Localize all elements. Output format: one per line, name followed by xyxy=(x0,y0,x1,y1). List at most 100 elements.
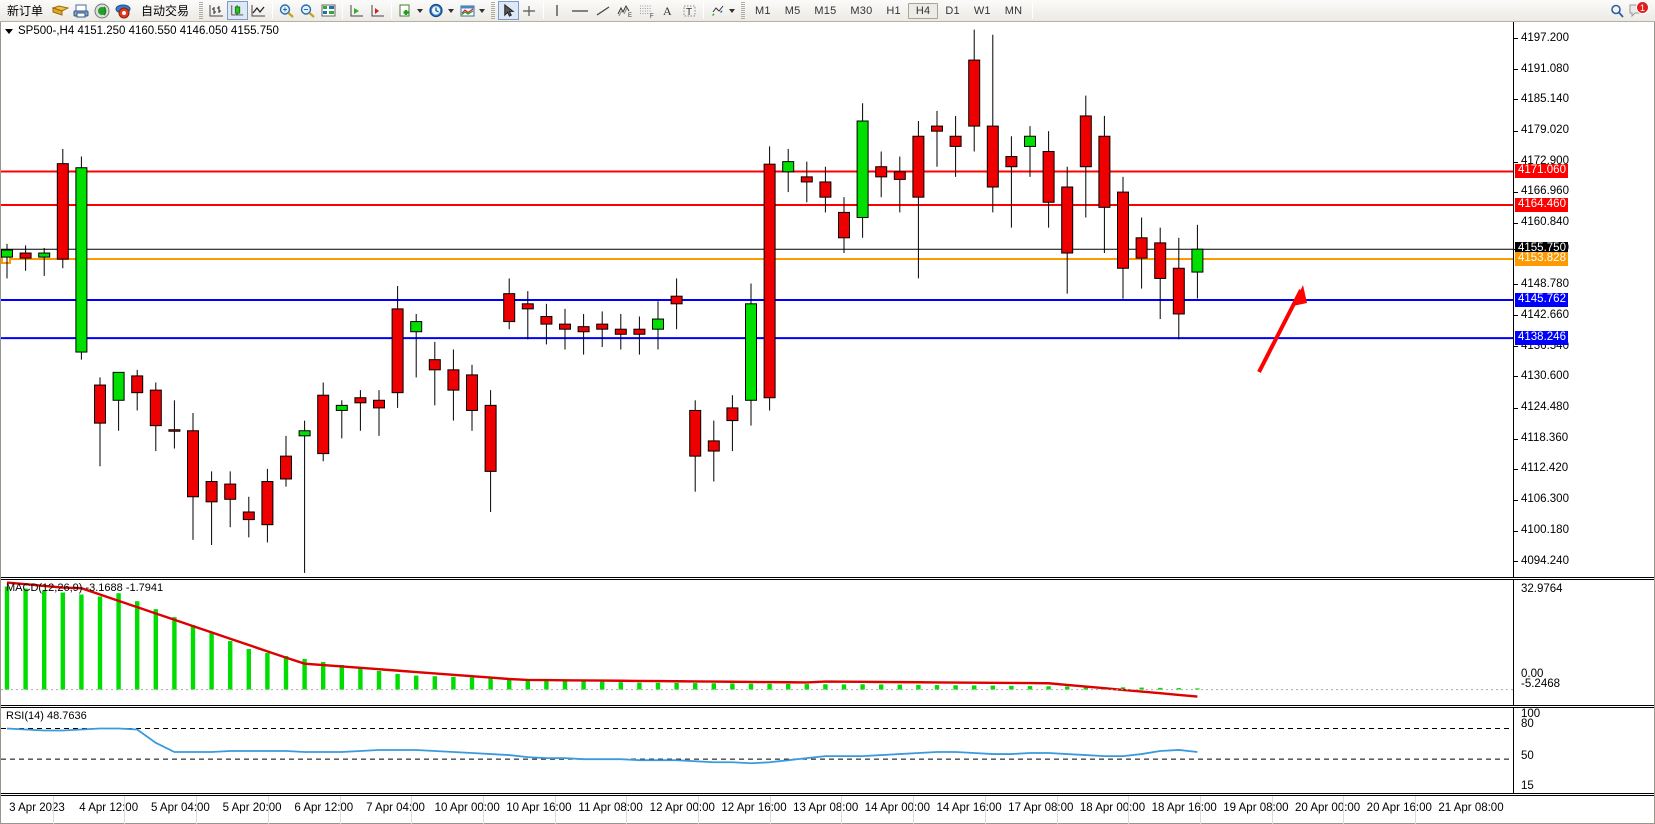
cursor-icon[interactable] xyxy=(498,1,520,20)
price-badge-support-2[interactable]: 4138.246 xyxy=(1515,331,1568,346)
add-indicator-icon[interactable] xyxy=(395,1,416,20)
new-order-button[interactable]: 新订单 xyxy=(0,1,50,21)
time-axis-label: 12 Apr 16:00 xyxy=(721,802,787,814)
timeframe-m1[interactable]: M1 xyxy=(755,4,771,17)
symbol-caret-down-icon[interactable] xyxy=(5,28,13,34)
macd-histogram-bar xyxy=(823,684,828,690)
templates-chevron-down-icon[interactable] xyxy=(479,8,486,13)
rsi-scale-50: 50 xyxy=(1521,750,1534,762)
macd-histogram-bar xyxy=(1120,687,1126,690)
candle xyxy=(131,369,144,411)
candlestick-icon[interactable] xyxy=(227,1,249,20)
text-icon[interactable]: A xyxy=(658,1,679,20)
price-tick-label: 4142.660 xyxy=(1521,308,1569,321)
timeframe-m5[interactable]: M5 xyxy=(784,4,801,17)
timeframe-m15[interactable]: M15 xyxy=(814,4,837,17)
elliott-wave-icon[interactable]: E xyxy=(614,1,636,20)
time-axis-separator xyxy=(339,796,341,824)
candle xyxy=(652,301,664,350)
price-pane[interactable]: SP500-,H4 4151.250 4160.550 4146.050 415… xyxy=(1,22,1654,578)
rsi-pane[interactable]: RSI(14) 48.7636 100 80 50 15 xyxy=(1,707,1654,794)
candle xyxy=(75,156,88,360)
time-axis-separator xyxy=(1199,796,1201,824)
candle xyxy=(373,390,385,436)
folder-icon[interactable] xyxy=(50,1,71,20)
zoom-out-icon[interactable] xyxy=(297,1,318,20)
toolbar-grip-3[interactable] xyxy=(741,2,746,19)
macd-pane[interactable]: MACD(12,26,9) -3.1688 -1.7941 32.9764 0.… xyxy=(1,579,1654,706)
add-indicator-chevron-down-icon[interactable] xyxy=(417,8,424,13)
candle xyxy=(559,308,571,350)
candle xyxy=(205,471,218,545)
candle xyxy=(187,412,199,540)
line-chart-icon[interactable] xyxy=(248,1,269,20)
period-clock-icon[interactable] xyxy=(426,1,447,20)
macd-histogram-bar xyxy=(302,658,307,690)
vline-icon[interactable] xyxy=(547,1,568,20)
timeframe-w1[interactable]: W1 xyxy=(973,4,991,17)
toolbar-grip[interactable] xyxy=(199,2,204,19)
notification-icon[interactable]: 1 xyxy=(1627,0,1649,20)
bar-chart-icon[interactable] xyxy=(206,1,227,20)
macd-plot[interactable] xyxy=(1,580,1513,705)
macd-histogram-bar xyxy=(246,649,251,690)
candle xyxy=(317,382,330,462)
candle xyxy=(94,377,106,467)
grid-icon[interactable] xyxy=(318,1,339,20)
time-axis-label: 13 Apr 08:00 xyxy=(793,802,859,814)
rsi-plot[interactable] xyxy=(1,708,1513,793)
objects-icon[interactable] xyxy=(707,1,728,20)
period-chevron-down-icon[interactable] xyxy=(448,8,455,13)
macd-histogram-bar xyxy=(1195,688,1200,690)
autotrade-button[interactable]: 自动交易 xyxy=(134,1,196,21)
price-badge-resistance-1[interactable]: 4171.060 xyxy=(1515,164,1568,179)
macd-histogram-bar xyxy=(916,684,921,690)
timeframe-mn[interactable]: MN xyxy=(1004,4,1023,17)
toolbar-grip-2[interactable] xyxy=(491,2,496,19)
templates-icon[interactable] xyxy=(457,1,478,20)
timeframe-h1[interactable]: H1 xyxy=(886,4,901,17)
price-badge-bid-line[interactable]: 4153.828 xyxy=(1515,251,1568,266)
time-axis-label: 14 Apr 00:00 xyxy=(864,802,931,814)
price-badge-resistance-2[interactable]: 4164.460 xyxy=(1515,197,1568,212)
candle xyxy=(503,278,516,330)
price-badge-support-1[interactable]: 4145.762 xyxy=(1515,292,1568,307)
hline-icon[interactable] xyxy=(568,1,592,20)
search-icon[interactable] xyxy=(1606,1,1627,20)
autotrade-icon[interactable] xyxy=(113,1,134,20)
printer-icon[interactable] xyxy=(71,1,92,20)
time-axis-label: 20 Apr 16:00 xyxy=(1366,802,1432,814)
macd-histogram-bar xyxy=(135,601,140,690)
macd-histogram-bar xyxy=(990,685,995,690)
up-arrow-annotation[interactable] xyxy=(1257,285,1307,373)
timeframe-h4[interactable]: H4 xyxy=(907,2,939,19)
candle xyxy=(298,420,311,573)
crosshair-icon[interactable] xyxy=(519,1,540,20)
timeframe-d1[interactable]: D1 xyxy=(945,4,960,17)
label-icon[interactable]: T xyxy=(679,1,700,20)
timeframe-m30[interactable]: M30 xyxy=(850,4,873,17)
shift-end-icon[interactable] xyxy=(367,1,388,20)
price-axis[interactable]: 4197.200 4191.080 4185.140 4179.020 4172.900… xyxy=(1513,22,1654,577)
candle xyxy=(856,103,869,238)
time-axis[interactable]: 3 Apr 2023 4 Apr 12:00 5 Apr 04:00 5 Apr 20… xyxy=(1,795,1654,824)
fibonacci-icon[interactable]: F xyxy=(636,1,658,20)
objects-chevron-down-icon[interactable] xyxy=(729,8,736,13)
macd-label: MACD(12,26,9) -3.1688 -1.7941 xyxy=(6,582,164,594)
trendline-icon[interactable] xyxy=(592,1,614,20)
shift-start-icon[interactable] xyxy=(346,1,367,20)
connection-icon[interactable] xyxy=(92,1,113,20)
svg-text:T: T xyxy=(686,7,692,18)
chart-window[interactable]: SP500-,H4 4151.250 4160.550 4146.050 415… xyxy=(0,22,1655,824)
macd-scale-zero: 0.00 xyxy=(1521,668,1544,680)
rsi-scale-15: 15 xyxy=(1521,780,1534,792)
time-axis-label: 10 Apr 16:00 xyxy=(506,802,572,814)
macd-histogram-bar xyxy=(339,664,344,690)
symbol-header-text: SP500-,H4 4151.250 4160.550 4146.050 415… xyxy=(18,25,279,37)
time-axis-separator xyxy=(1415,796,1416,824)
time-axis-separator xyxy=(411,796,413,824)
macd-histogram-bar xyxy=(786,683,791,690)
zoom-in-icon[interactable] xyxy=(276,1,297,20)
price-plot[interactable] xyxy=(1,22,1513,577)
candle xyxy=(261,468,274,543)
